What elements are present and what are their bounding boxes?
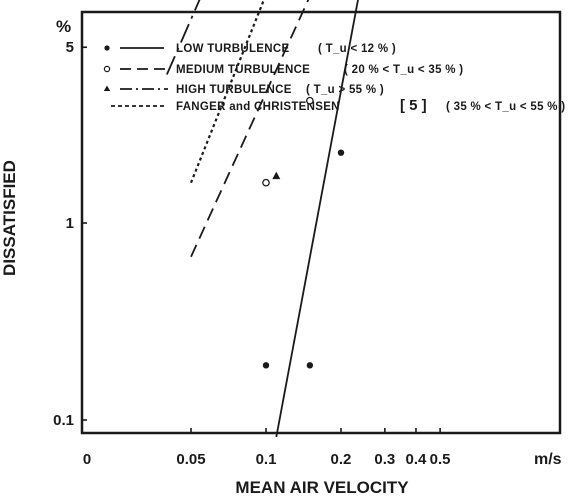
y-axis-title: DISSATISFIED: [0, 160, 19, 276]
legend-item-low: LOW TURBULENCE ( T_u < 12 % ): [104, 43, 396, 55]
legend-condition-medium: ( 20 % < T_u < 35 % ): [344, 64, 463, 76]
x-tick-label-0-05: 0.05: [176, 451, 205, 468]
y-tick-label-5: 5: [66, 39, 74, 56]
data-point-low-turbulence-3: [337, 149, 345, 156]
x-unit-label: m/s: [534, 451, 562, 468]
x-tick-label-0-4: 0.4: [406, 451, 428, 468]
x-tick-label-0: 0: [83, 451, 91, 468]
legend-reference-fanger: [ 5 ]: [400, 97, 427, 114]
data-point-medium-turbulence-2: [306, 96, 314, 105]
fit-line-low-turbulence: [275, 0, 359, 438]
x-tick-label-0-1: 0.1: [256, 451, 277, 468]
legend-condition-fanger: ( 35 % < T_u < 55 % ): [446, 101, 565, 113]
legend-condition-low: ( T_u < 12 % ): [318, 43, 396, 55]
x-tick-label-0-5: 0.5: [430, 451, 451, 468]
data-point-low-turbulence-1: [262, 362, 270, 369]
y-unit-label: %: [56, 17, 71, 36]
legend-marker-high: [103, 85, 111, 91]
legend-item-medium: MEDIUM TURBULENCE ( 20 % < T_u < 35 % ): [103, 64, 463, 76]
data-point-high-turbulence-2: [272, 171, 281, 180]
legend-condition-high: ( T_u > 55 % ): [306, 84, 384, 96]
x-axis-title: MEAN AIR VELOCITY: [235, 478, 409, 497]
data-point-low-turbulence-2: [306, 362, 314, 369]
legend-item-high: HIGH TURBULENCE ( T_u > 55 % ): [103, 84, 384, 96]
legend-label-fanger: FANGER and CHRISTENSEN: [176, 101, 340, 113]
x-tick-label-0-2: 0.2: [331, 451, 352, 468]
legend-label-low: LOW TURBULENCE: [176, 43, 289, 55]
legend-label-high: HIGH TURBULENCE: [176, 84, 292, 96]
x-tick-label-0-3: 0.3: [374, 451, 395, 468]
legend-item-fanger: FANGER and CHRISTENSEN [ 5 ] ( 35 % < T_…: [111, 97, 565, 114]
legend-marker-low: [104, 45, 110, 51]
plot-frame: [80, 10, 562, 435]
legend-marker-medium: [103, 65, 111, 73]
fit-line-medium-turbulence: [190, 0, 310, 258]
y-tick-label-1: 1: [66, 215, 74, 232]
legend: LOW TURBULENCE ( T_u < 12 % ) MEDIUM TUR…: [103, 43, 565, 114]
legend-label-medium: MEDIUM TURBULENCE: [176, 64, 310, 76]
y-tick-label-0-1: 0.1: [53, 412, 74, 429]
data-point-medium-turbulence-1: [262, 178, 270, 187]
